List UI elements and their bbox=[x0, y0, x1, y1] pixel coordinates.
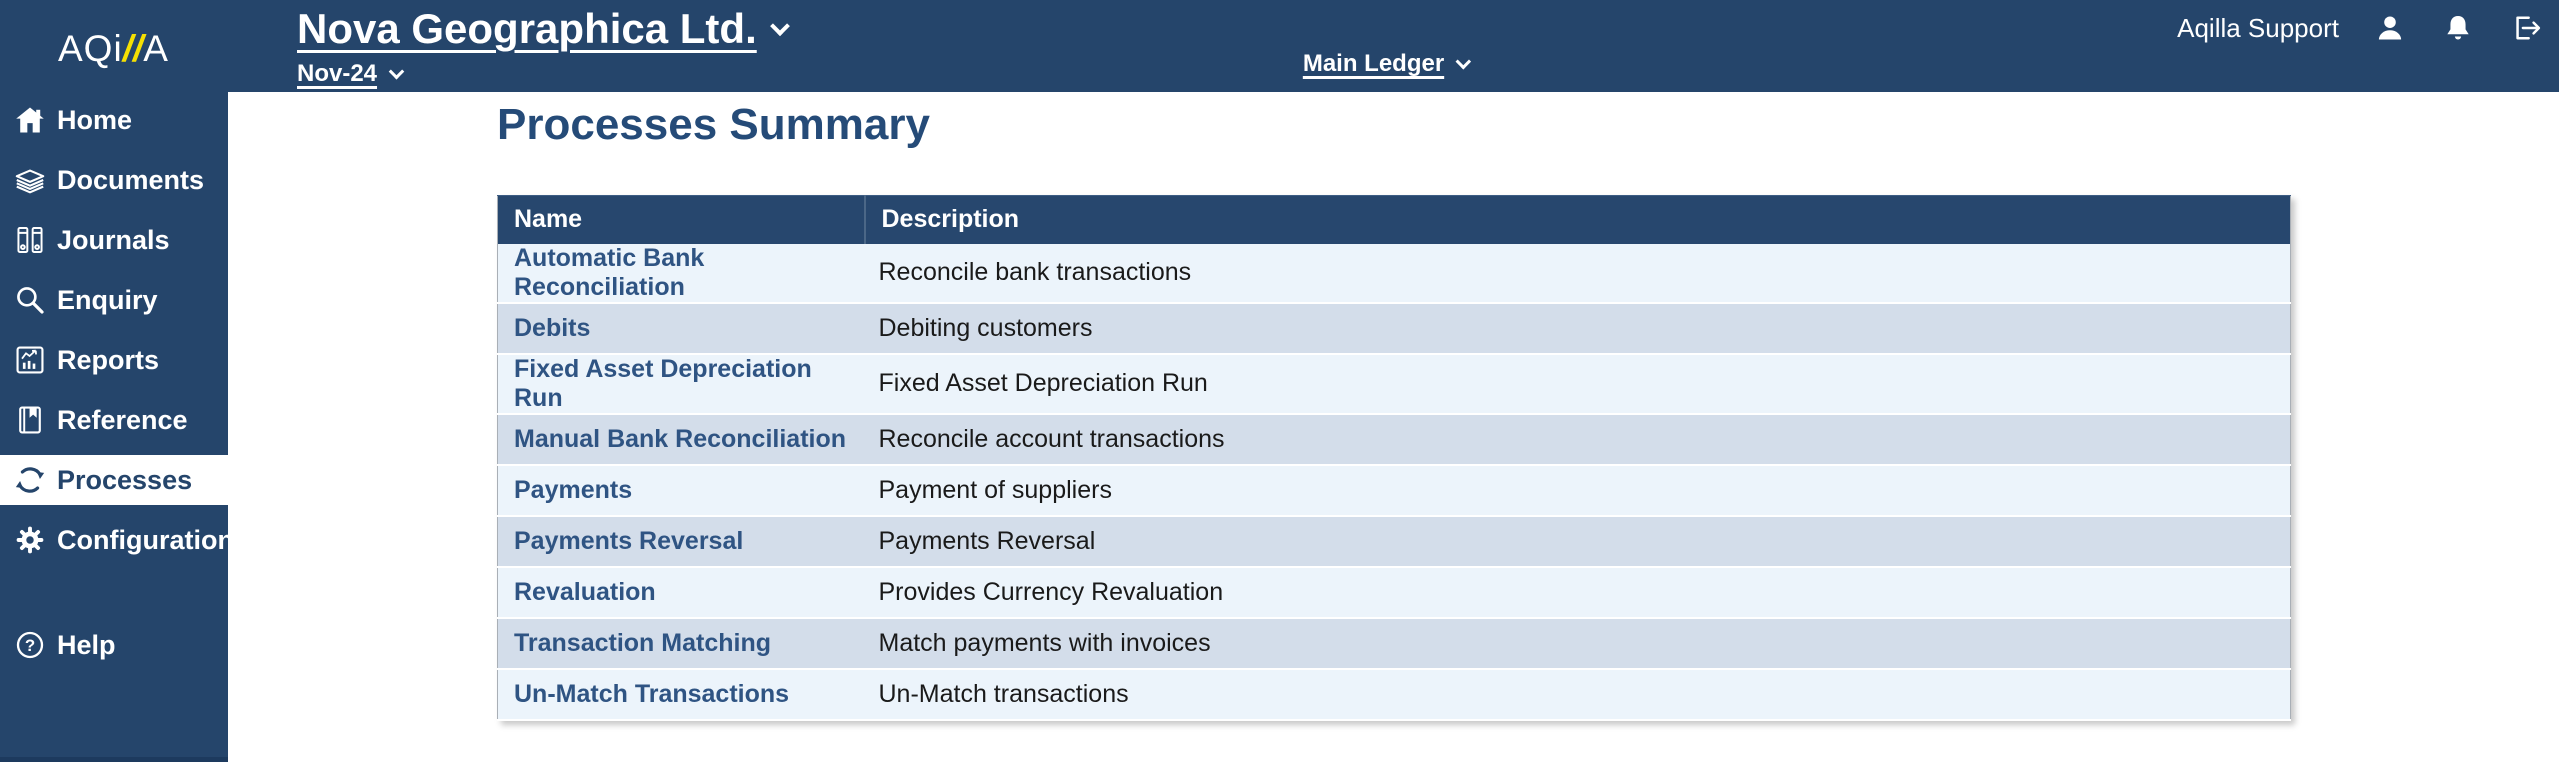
sidebar-item-reports[interactable]: Reports bbox=[0, 335, 228, 385]
documents-icon bbox=[11, 160, 49, 200]
table-row[interactable]: Payments Payment of suppliers bbox=[497, 464, 2291, 516]
sidebar-item-label: Documents bbox=[57, 164, 205, 195]
sidebar-item-configuration[interactable]: Configuration bbox=[0, 515, 234, 565]
table-row[interactable]: Manual Bank Reconciliation Reconcile acc… bbox=[497, 413, 2291, 465]
table-row[interactable]: Debits Debiting customers bbox=[497, 302, 2291, 354]
sidebar-item-label: Reference bbox=[57, 404, 188, 435]
chevron-down-icon bbox=[769, 16, 790, 37]
process-name-link[interactable]: Debits bbox=[514, 313, 591, 342]
chevron-down-icon bbox=[1455, 53, 1472, 69]
page-title: Processes Summary bbox=[497, 100, 930, 149]
sidebar-item-processes[interactable]: Processes bbox=[0, 455, 228, 505]
table-header-row: Name Description bbox=[497, 195, 2291, 244]
process-description: Payments Reversal bbox=[878, 526, 1096, 555]
main-content: Processes Summary Name Description Autom… bbox=[228, 92, 2559, 762]
sidebar-item-label: Configuration bbox=[57, 524, 234, 555]
sidebar-bottom-bar bbox=[0, 757, 228, 762]
svg-text:?: ? bbox=[25, 636, 35, 655]
table-row[interactable]: Payments Reversal Payments Reversal bbox=[497, 515, 2291, 567]
process-name-link[interactable]: Un-Match Transactions bbox=[514, 679, 790, 708]
process-name-link[interactable]: Fixed Asset Depreciation Run bbox=[514, 354, 812, 412]
table-row[interactable]: Fixed Asset Depreciation Run Fixed Asset… bbox=[497, 353, 2291, 414]
processes-table: Name Description Automatic Bank Reconcil… bbox=[497, 195, 2291, 721]
user-icon[interactable] bbox=[2373, 11, 2407, 45]
sidebar-item-label: Processes bbox=[57, 464, 193, 495]
logo-slashes: // bbox=[122, 28, 144, 69]
home-icon bbox=[11, 100, 49, 140]
process-description: Reconcile account transactions bbox=[878, 424, 1225, 453]
company-selector[interactable]: Nova Geographica Ltd. bbox=[297, 4, 790, 54]
ledger-selector[interactable]: Main Ledger bbox=[1302, 50, 1472, 77]
logo-text-suffix: A bbox=[143, 28, 169, 69]
user-cluster: Aqilla Support bbox=[2177, 10, 2543, 46]
help-icon: ? bbox=[11, 625, 49, 665]
sidebar-item-label: Enquiry bbox=[57, 284, 158, 315]
chevron-down-icon bbox=[388, 63, 405, 79]
sidebar-item-documents[interactable]: Documents bbox=[0, 155, 228, 205]
sidebar-item-label: Home bbox=[57, 104, 133, 135]
sidebar-item-enquiry[interactable]: Enquiry bbox=[0, 275, 228, 325]
process-name-link[interactable]: Transaction Matching bbox=[514, 628, 771, 657]
bell-icon[interactable] bbox=[2441, 11, 2475, 45]
process-name-link[interactable]: Automatic Bank Reconciliation bbox=[514, 243, 705, 301]
sidebar-item-journals[interactable]: Journals bbox=[0, 215, 228, 265]
process-name-link[interactable]: Revaluation bbox=[514, 577, 656, 606]
sidebar-item-home[interactable]: Home bbox=[0, 95, 228, 145]
sidebar-item-label: Help bbox=[57, 629, 116, 660]
process-description: Fixed Asset Depreciation Run bbox=[878, 369, 1208, 397]
table-row[interactable]: Transaction Matching Match payments with… bbox=[497, 617, 2291, 669]
journals-icon bbox=[11, 220, 49, 260]
process-description: Payment of suppliers bbox=[878, 475, 1112, 504]
period-label: Nov-24 bbox=[297, 60, 378, 87]
reports-icon bbox=[11, 340, 49, 380]
process-description: Match payments with invoices bbox=[878, 628, 1211, 657]
table-row[interactable]: Revaluation Provides Currency Revaluatio… bbox=[497, 566, 2291, 618]
aqilla-logo[interactable]: AQi//A bbox=[58, 28, 169, 70]
sidebar-item-label: Journals bbox=[57, 224, 170, 255]
process-description: Reconcile bank transactions bbox=[878, 258, 1192, 286]
process-description: Debiting customers bbox=[878, 313, 1093, 342]
user-name: Aqilla Support bbox=[2177, 12, 2339, 43]
sidebar-item-reference[interactable]: Reference bbox=[0, 395, 228, 445]
table-row[interactable]: Automatic Bank Reconciliation Reconcile … bbox=[497, 243, 2291, 303]
process-description: Provides Currency Revaluation bbox=[878, 577, 1224, 606]
column-header-name: Name bbox=[497, 195, 865, 244]
top-bar: AQi//A Nova Geographica Ltd. Nov-24 Main… bbox=[0, 0, 2559, 92]
logout-icon[interactable] bbox=[2509, 11, 2543, 45]
sidebar-item-label: Reports bbox=[57, 344, 160, 375]
processes-icon bbox=[11, 460, 49, 500]
configuration-icon bbox=[11, 520, 49, 560]
reference-icon bbox=[11, 400, 49, 440]
ledger-label: Main Ledger bbox=[1302, 50, 1445, 77]
sidebar-item-help[interactable]: ? Help bbox=[0, 620, 228, 670]
table-row[interactable]: Un-Match Transactions Un-Match transacti… bbox=[497, 668, 2291, 720]
enquiry-icon bbox=[11, 280, 49, 320]
sidebar-nav: Home Documents Journals bbox=[0, 95, 234, 680]
process-name-link[interactable]: Manual Bank Reconciliation bbox=[514, 424, 847, 453]
period-selector[interactable]: Nov-24 bbox=[297, 61, 787, 87]
process-name-link[interactable]: Payments Reversal bbox=[514, 526, 744, 555]
company-name: Nova Geographica Ltd. bbox=[297, 5, 757, 52]
company-block: Nova Geographica Ltd. Nov-24 bbox=[297, 4, 790, 87]
column-header-description: Description bbox=[863, 195, 2291, 244]
process-description: Un-Match transactions bbox=[878, 679, 1129, 708]
logo-text-prefix: AQi bbox=[58, 28, 123, 69]
process-name-link[interactable]: Payments bbox=[514, 475, 633, 504]
